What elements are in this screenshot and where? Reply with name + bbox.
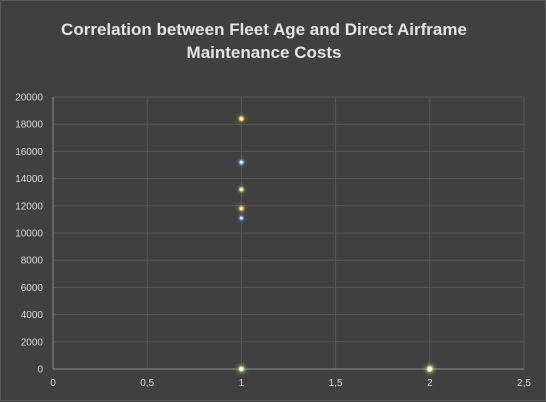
y-tick-label: 16000 bbox=[15, 147, 43, 158]
data-point bbox=[239, 116, 244, 122]
y-tick-label: 4000 bbox=[21, 310, 44, 321]
data-point bbox=[239, 206, 244, 211]
y-tick-label: 8000 bbox=[21, 256, 44, 267]
y-tick-label: 14000 bbox=[15, 174, 43, 185]
x-tick-label: 2,5 bbox=[517, 378, 531, 389]
y-tick-label: 6000 bbox=[21, 283, 44, 294]
data-point bbox=[239, 187, 244, 192]
chart-title-line-2: Maintenance Costs bbox=[186, 43, 342, 62]
x-tick-label: 0 bbox=[50, 378, 56, 389]
y-tick-label: 2000 bbox=[21, 337, 44, 348]
y-tick-label: 18000 bbox=[15, 120, 43, 131]
y-tick-label: 10000 bbox=[15, 229, 43, 240]
x-tick-label: 1 bbox=[239, 378, 245, 389]
chart-title: Correlation between Fleet Age and Direct… bbox=[1, 18, 527, 64]
data-point bbox=[239, 215, 244, 221]
chart-title-line-1: Correlation between Fleet Age and Direct… bbox=[61, 20, 467, 39]
y-tick-label: 20000 bbox=[15, 93, 43, 104]
x-tick-label: 2 bbox=[427, 378, 433, 389]
x-tick-label: 0,5 bbox=[140, 378, 154, 389]
data-point bbox=[239, 159, 244, 165]
y-tick-label: 0 bbox=[37, 365, 43, 376]
data-point bbox=[426, 365, 433, 373]
y-tick-label: 12000 bbox=[15, 201, 43, 212]
data-point bbox=[238, 365, 245, 373]
x-tick-label: 1,5 bbox=[329, 378, 343, 389]
